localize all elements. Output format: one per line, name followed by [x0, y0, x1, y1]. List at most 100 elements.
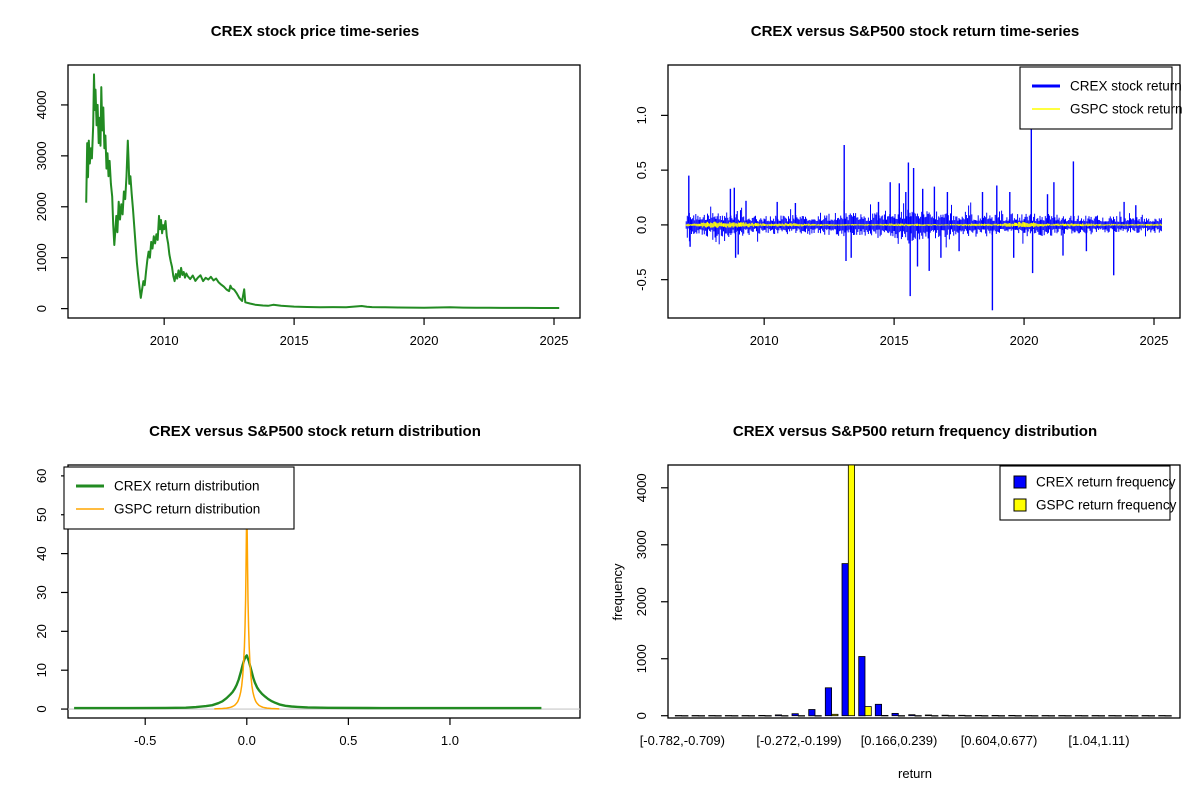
y-tick-label: 30	[34, 585, 49, 599]
gspc-frequency-bar	[1147, 715, 1155, 717]
y-tick-label: 40	[34, 546, 49, 560]
crex-frequency-bar	[774, 714, 783, 717]
crex-frequency-bar	[874, 703, 882, 717]
y-tick-label: 0.5	[634, 161, 649, 179]
y-tick-label: 0	[34, 305, 49, 312]
x-tick-label: 2020	[1010, 333, 1039, 348]
y-tick-label: 50	[34, 508, 49, 522]
legend-box	[63, 466, 295, 530]
x-tick-label: 2010	[750, 333, 779, 348]
gspc-frequency-bar	[847, 464, 856, 717]
gspc-frequency-bar	[1014, 715, 1022, 717]
x-tick-label: 1.0	[441, 733, 459, 748]
gspc-frequency-bar	[997, 715, 1005, 717]
histogram-chart: CREX versus S&P500 return frequency dist…	[610, 423, 1181, 781]
panel-return-timeseries: CREX versus S&P500 stock return time-ser…	[600, 0, 1200, 400]
gspc-frequency-bar	[1097, 715, 1105, 717]
x-tick-label: 2010	[150, 333, 179, 348]
crex-frequency-bar	[991, 714, 999, 717]
y-tick-label: 20	[34, 624, 49, 638]
crex-frequency-bar	[908, 714, 916, 717]
crex-frequency-bar	[858, 656, 866, 717]
legend-box	[1019, 66, 1173, 130]
gspc-frequency-bar	[831, 713, 839, 717]
gspc-frequency-bar	[914, 715, 922, 717]
y-tick-label: 1000	[34, 243, 49, 272]
gspc-frequency-bar	[1081, 715, 1089, 717]
crex-frequency-bar	[1074, 715, 1082, 717]
y-tick-label: 4000	[34, 90, 49, 119]
gspc-frequency-bar	[781, 715, 789, 717]
legend-box	[999, 465, 1171, 521]
plot-box	[67, 464, 581, 719]
crex-frequency-bar	[1124, 715, 1132, 717]
chart-title: CREX versus S&P500 return frequency dist…	[733, 423, 1097, 440]
gspc-frequency-bar	[747, 715, 756, 717]
y-tick-label: 1000	[634, 644, 649, 673]
gspc-frequency-bar	[714, 715, 722, 717]
crex-density-line	[74, 654, 542, 710]
x-tick-label: 2025	[540, 333, 569, 348]
x-tick-label: 2020	[410, 333, 439, 348]
legend-label: GSPC return distribution	[114, 502, 260, 517]
chart-title: CREX stock price time-series	[211, 23, 419, 40]
y-tick-label: 1.0	[634, 106, 649, 124]
y-tick-label: 10	[34, 663, 49, 677]
legend-swatch	[1013, 498, 1027, 512]
price-line	[85, 73, 560, 309]
y-axis-label: frequency	[610, 563, 625, 621]
x-tick-label: 0.0	[238, 733, 256, 748]
crex-frequency-bar	[824, 687, 833, 717]
gspc-frequency-bar	[864, 706, 872, 717]
crex-frequency-bar	[691, 715, 699, 717]
legend-label: CREX return distribution	[114, 479, 260, 494]
crex-frequency-bar	[1091, 715, 1099, 717]
crex-frequency-bar	[958, 714, 966, 717]
y-tick-label: 2000	[34, 192, 49, 221]
y-tick-label: 0.0	[634, 216, 649, 234]
gspc-return-series	[685, 221, 1162, 228]
panel-return-frequency: CREX versus S&P500 return frequency dist…	[600, 400, 1200, 800]
crex-frequency-bar	[1108, 715, 1116, 717]
gspc-frequency-bar	[1047, 715, 1055, 717]
gspc-frequency-bar	[964, 715, 972, 717]
y-tick-label: -0.5	[634, 268, 649, 290]
gspc-frequency-bar	[1031, 715, 1039, 717]
gspc-frequency-bar	[1164, 715, 1172, 717]
crex-frequency-bar	[974, 714, 982, 717]
gspc-frequency-bar	[881, 714, 889, 717]
bin-label: [-0.272,-0.199)	[756, 733, 841, 748]
gspc-frequency-bar	[681, 715, 689, 717]
chart-title: CREX versus S&P500 stock return distribu…	[149, 423, 481, 440]
legend-label: GSPC return frequency	[1036, 498, 1177, 513]
y-tick-label: 4000	[634, 473, 649, 502]
x-tick-label: 0.5	[339, 733, 357, 748]
crex-frequency-bar	[1008, 714, 1016, 717]
gspc-frequency-bar	[897, 715, 905, 717]
gspc-frequency-bar	[1114, 715, 1122, 717]
legend-swatch	[1013, 475, 1027, 489]
y-tick-label: 3000	[34, 141, 49, 170]
crex-frequency-bar	[924, 714, 932, 717]
crex-frequency-bar	[1024, 715, 1032, 717]
crex-frequency-bar	[891, 712, 899, 717]
crex-frequency-bar	[758, 714, 766, 717]
crex-frequency-bar	[1058, 715, 1066, 717]
gspc-frequency-bar	[931, 715, 939, 717]
gspc-frequency-bar	[764, 715, 772, 717]
crex-frequency-bar	[674, 715, 683, 717]
bin-label: [1.04,1.11)	[1068, 733, 1129, 748]
crex-frequency-bar	[791, 713, 799, 717]
gspc-density-line	[214, 510, 280, 710]
panel-price-timeseries: CREX stock price time-series 2010 2015 2020…	[0, 0, 600, 400]
crex-frequency-bar	[1041, 715, 1049, 717]
returns-chart: CREX versus S&P500 stock return time-ser…	[634, 23, 1183, 348]
legend-label: CREX stock return	[1070, 79, 1182, 94]
gspc-frequency-bar	[981, 715, 989, 717]
crex-frequency-bar	[708, 715, 716, 717]
panel-return-distribution: CREX versus S&P500 stock return distribu…	[0, 400, 600, 800]
legend-label: CREX return frequency	[1036, 475, 1176, 490]
y-tick-label: 0	[34, 705, 49, 712]
